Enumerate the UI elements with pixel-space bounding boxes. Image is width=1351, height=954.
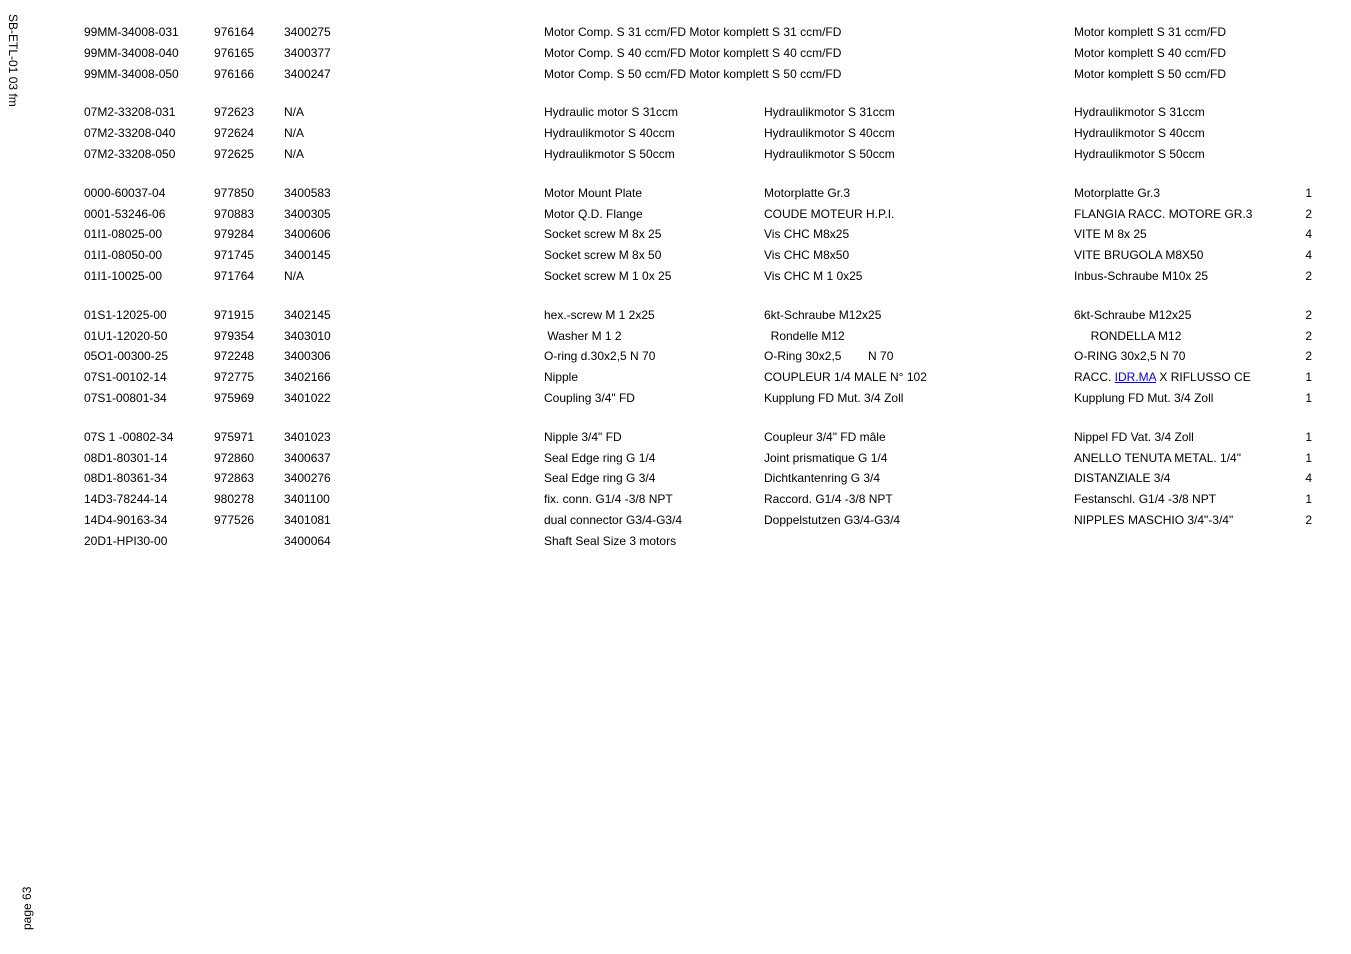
table-row: 99MM-34008-0509761663400247Motor Comp. S… [80,64,1340,85]
table-row: 99MM-34008-0319761643400275Motor Comp. S… [80,22,1340,43]
table-row: 14D4-90163-349775263401081dual connector… [80,510,1340,531]
table-row: 07M2-33208-040972624N/AHydraulikmotor S … [80,123,1340,144]
table-row: 01S1-12025-009719153402145hex.-screw M 1… [80,305,1340,326]
parts-group: 99MM-34008-0319761643400275Motor Comp. S… [80,22,1340,84]
table-row: 07M2-33208-050972625N/AHydraulikmotor S … [80,144,1340,165]
parts-group: 01S1-12025-009719153402145hex.-screw M 1… [80,305,1340,409]
table-row: 14D3-78244-149802783401100fix. conn. G1/… [80,489,1340,510]
table-row: 20D1-HPI30-003400064Shaft Seal Size 3 mo… [80,531,1340,552]
table-row: 07S 1 -00802-349759713401023Nipple 3/4" … [80,427,1340,448]
link[interactable]: IDR.MA [1115,370,1156,384]
table-row: 01I1-08050-009717453400145Socket screw M… [80,245,1340,266]
table-row: 07S1-00102-149727753402166NippleCOUPLEUR… [80,367,1340,388]
table-row: 99MM-34008-0409761653400377Motor Comp. S… [80,43,1340,64]
table-row: 05O1-00300-259722483400306O-ring d.30x2,… [80,346,1340,367]
page: SB-ETL-01 03 fm page 63 99MM-34008-03197… [0,0,1351,954]
table-row: 08D1-80301-149728603400637Seal Edge ring… [80,448,1340,469]
side-label-top: SB-ETL-01 03 fm [6,14,20,107]
table-row: 01U1-12020-509793543403010 Washer M 1 2 … [80,326,1340,347]
table-row: 01I1-10025-00971764N/ASocket screw M 1 0… [80,266,1340,287]
content-area: 99MM-34008-0319761643400275Motor Comp. S… [80,22,1340,552]
side-label-bottom: page 63 [20,887,34,930]
table-row: 07M2-33208-031972623N/AHydraulic motor S… [80,102,1340,123]
table-row: 0000-60037-049778503400583Motor Mount Pl… [80,183,1340,204]
parts-group: 07S 1 -00802-349759713401023Nipple 3/4" … [80,427,1340,552]
parts-group: 07M2-33208-031972623N/AHydraulic motor S… [80,102,1340,164]
table-row: 07S1-00801-349759693401022Coupling 3/4" … [80,388,1340,409]
table-row: 08D1-80361-349728633400276Seal Edge ring… [80,468,1340,489]
table-row: 01I1-08025-009792843400606Socket screw M… [80,224,1340,245]
table-row: 0001-53246-069708833400305Motor Q.D. Fla… [80,204,1340,225]
parts-group: 0000-60037-049778503400583Motor Mount Pl… [80,183,1340,287]
